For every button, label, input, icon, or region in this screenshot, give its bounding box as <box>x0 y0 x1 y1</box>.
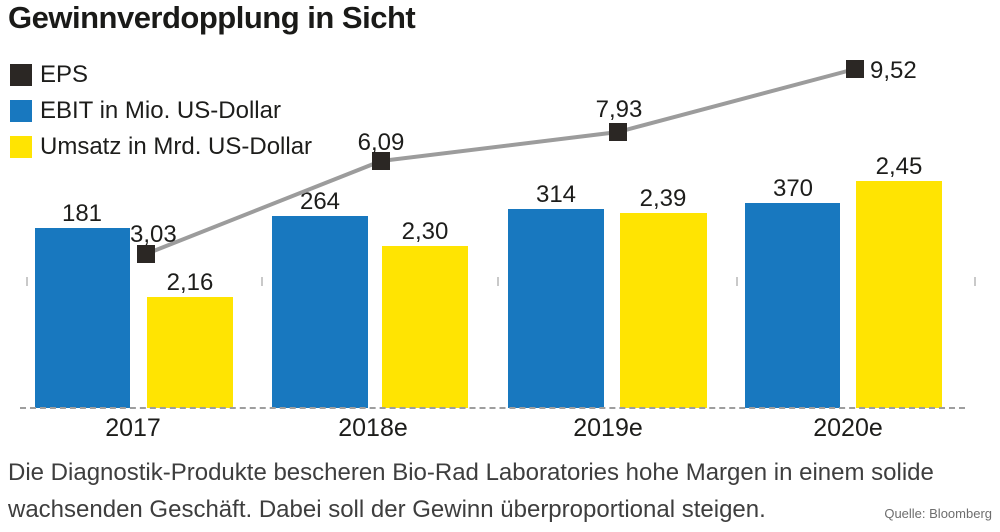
caption-line-1: Die Diagnostik-Produkte bescheren Bio-Ra… <box>8 459 934 486</box>
x-label-2019e: 2019e <box>573 414 643 442</box>
bar-ebit-2020e <box>745 203 840 408</box>
bar-umsatz-2020e <box>856 181 942 408</box>
eps-value-2017: 3,03 <box>130 221 177 248</box>
bar-value-ebit-2017: 181 <box>61 200 103 227</box>
bar-value-umsatz-2018e: 2,30 <box>401 218 449 245</box>
bar-value-ebit-2018e: 264 <box>299 188 341 215</box>
legend-label-ebit: EBIT in Mio. US-Dollar <box>40 97 281 124</box>
x-axis-baseline <box>20 407 965 409</box>
bar-umsatz-2018e <box>382 246 468 408</box>
legend-item-umsatz: Umsatz in Mrd. US-Dollar <box>10 133 313 160</box>
eps-marker-2017 <box>137 245 155 263</box>
eps-value-2018e: 6,09 <box>357 129 405 156</box>
source-note: Quelle: Bloomberg <box>884 506 992 521</box>
bar-value-umsatz-2019e: 2,39 <box>639 185 687 212</box>
ebit-swatch-icon <box>10 100 32 122</box>
bar-ebit-2017 <box>35 228 130 408</box>
axis-tick <box>974 277 976 286</box>
legend-item-eps: EPS <box>10 61 89 88</box>
legend-item-ebit: EBIT in Mio. US-Dollar <box>10 97 281 124</box>
axis-tick <box>497 277 499 286</box>
caption-line-2: wachsenden Geschäft. Dabei soll der Gewi… <box>8 496 766 523</box>
eps-marker-2019e <box>609 123 627 141</box>
eps-value-2020e: 9,52 <box>870 57 917 84</box>
bar-value-ebit-2019e: 314 <box>535 181 577 208</box>
bar-value-umsatz-2017: 2,16 <box>166 269 214 296</box>
eps-marker-2020e <box>846 60 864 78</box>
x-label-2020e: 2020e <box>813 414 883 442</box>
chart-title: Gewinnverdopplung in Sicht <box>8 0 416 35</box>
eps-value-2019e: 7,93 <box>595 96 643 123</box>
legend-label-umsatz: Umsatz in Mrd. US-Dollar <box>40 133 313 160</box>
eps-swatch-icon <box>10 64 32 86</box>
bar-value-umsatz-2020e: 2,45 <box>875 153 923 180</box>
x-label-2017: 2017 <box>105 414 161 442</box>
x-label-2018e: 2018e <box>338 414 408 442</box>
bar-umsatz-2019e <box>620 213 707 408</box>
axis-tick <box>736 277 738 286</box>
umsatz-swatch-icon <box>10 136 32 158</box>
axis-tick <box>26 277 28 286</box>
legend-label-eps: EPS <box>40 61 89 88</box>
bar-ebit-2018e <box>272 216 368 408</box>
bar-value-ebit-2020e: 370 <box>772 175 814 202</box>
eps-marker-2018e <box>372 152 390 170</box>
axis-tick <box>261 277 263 286</box>
bar-umsatz-2017 <box>147 297 233 408</box>
bar-ebit-2019e <box>508 209 604 408</box>
